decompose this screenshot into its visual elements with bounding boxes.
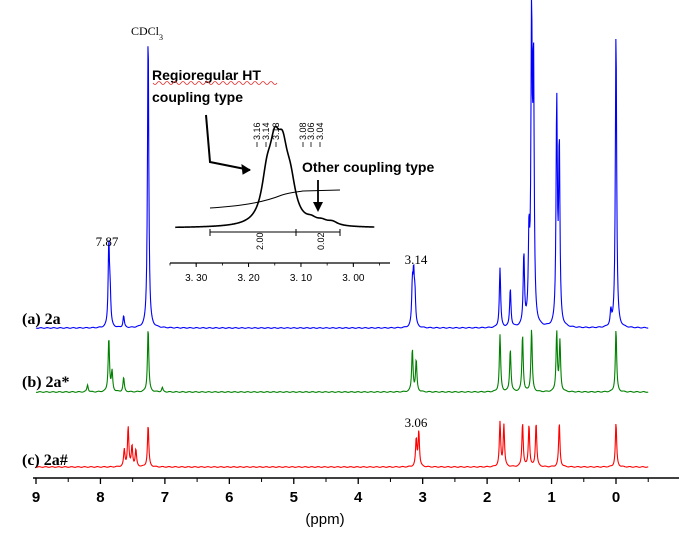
annotation-peak-value: 7.87 bbox=[96, 234, 119, 249]
x-tick-label: 7 bbox=[161, 489, 169, 506]
series-labels: (a) 2a (b) 2a* (c) 2a# bbox=[22, 311, 70, 469]
x-tick-label: 0 bbox=[612, 489, 620, 506]
series-line-3 bbox=[35, 420, 649, 468]
annotation-peak-value: 3.14 bbox=[405, 252, 428, 267]
x-tick-label: 1 bbox=[547, 489, 555, 506]
annotations: CDCl3 7.87 3.14 3.06 bbox=[96, 24, 428, 430]
inset-label-coupling: coupling type bbox=[152, 89, 243, 105]
inset-label-other: Other coupling type bbox=[302, 159, 434, 175]
inset-x-tick-label: 3. 20 bbox=[237, 273, 260, 284]
x-tick-label: 2 bbox=[483, 489, 491, 506]
inset-spectrum-line bbox=[175, 125, 375, 229]
inset-x-tick-label: 3. 10 bbox=[290, 273, 313, 284]
arrow-head-other bbox=[313, 202, 323, 212]
spellcheck-underline bbox=[152, 81, 278, 85]
x-axis: 9 8 7 6 5 4 3 2 1 0 (ppm) bbox=[32, 477, 679, 528]
annotation-peak-value: 3.06 bbox=[405, 415, 428, 430]
series-line-2 bbox=[35, 329, 649, 393]
inset-peak-label: 3.04 bbox=[315, 122, 325, 140]
inset-peak-label: 3.13 bbox=[271, 122, 281, 140]
x-tick-label: 9 bbox=[32, 489, 40, 506]
series-label-1: (a) 2a bbox=[22, 311, 61, 328]
inset-integral-value: 2.00 bbox=[255, 232, 265, 250]
series-label-3: (c) 2a# bbox=[22, 452, 68, 469]
inset-label-regioregular: Regioregular HT bbox=[152, 67, 261, 83]
plot-area bbox=[35, 0, 649, 468]
series-line-1 bbox=[35, 0, 649, 329]
inset-integral-curve bbox=[209, 189, 341, 209]
arrow-regioregular bbox=[205, 114, 251, 171]
inset-peak-label: 3.06 bbox=[306, 122, 316, 140]
series-label-2: (b) 2a* bbox=[22, 374, 70, 391]
inset-peak-label: 3.16 bbox=[252, 122, 262, 140]
x-tick-label: 3 bbox=[418, 489, 426, 506]
inset-peak-label: 3.08 bbox=[298, 122, 308, 140]
x-tick-label: 4 bbox=[354, 489, 363, 506]
inset-x-tick-label: 3. 00 bbox=[342, 273, 365, 284]
x-tick-label: 8 bbox=[96, 489, 104, 506]
inset-x-tick-label: 3. 30 bbox=[185, 273, 208, 284]
x-tick-label: 5 bbox=[290, 489, 298, 506]
inset-peak-label: 3.14 bbox=[261, 122, 271, 140]
arrow-head-regioregular bbox=[241, 164, 251, 175]
inset-spectrum: Regioregular HT coupling type Other coupli… bbox=[152, 67, 434, 284]
annotation-cdcl3: CDCl3 bbox=[131, 24, 163, 42]
x-tick-label: 6 bbox=[225, 489, 233, 506]
x-axis-label: (ppm) bbox=[305, 511, 344, 528]
inset-integral-value: 0.02 bbox=[316, 232, 326, 250]
